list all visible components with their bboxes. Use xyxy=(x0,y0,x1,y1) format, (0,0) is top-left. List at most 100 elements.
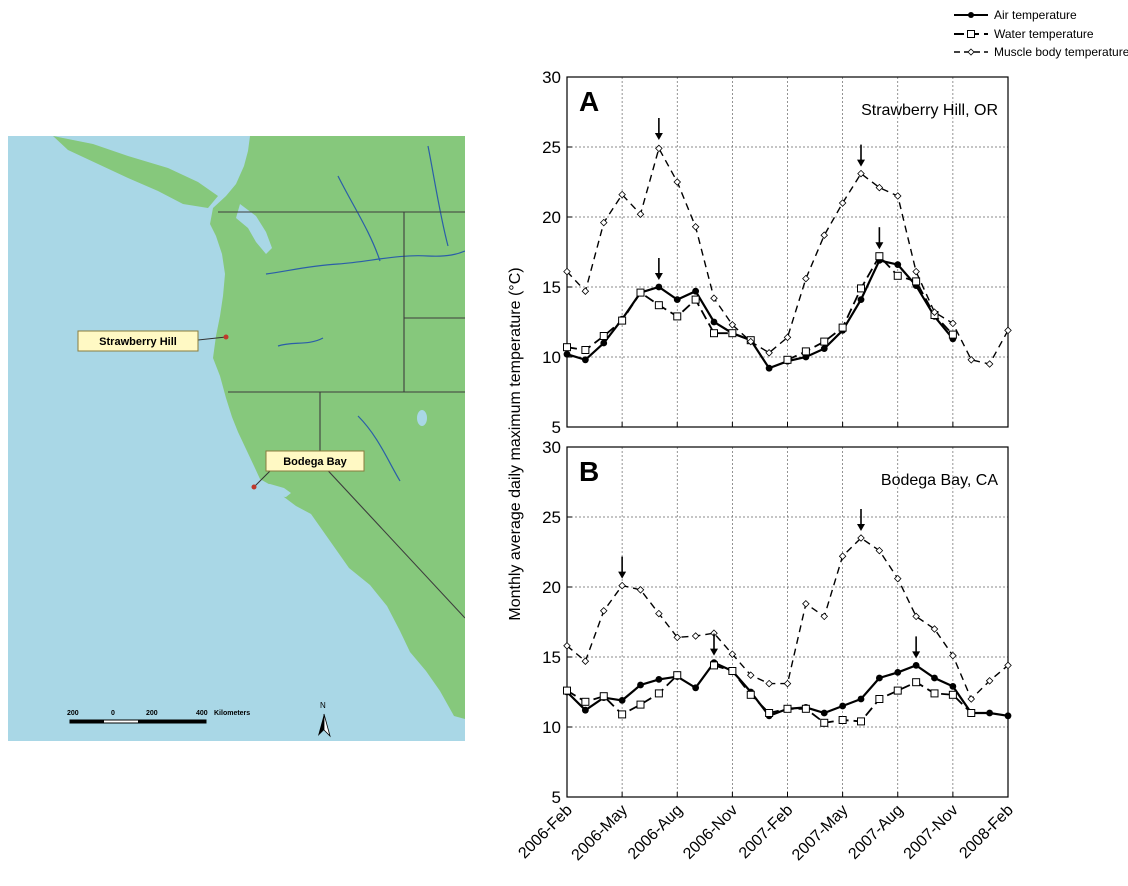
data-point xyxy=(765,679,773,688)
data-point xyxy=(618,316,627,325)
data-point xyxy=(802,600,810,608)
x-tick-label: 2007-May xyxy=(789,802,851,864)
legend: Air temperature Water temperature Muscle… xyxy=(954,8,1128,59)
data-point xyxy=(691,632,700,640)
panel-site-title: Bodega Bay, CA xyxy=(881,472,998,489)
data-point xyxy=(765,709,774,717)
data-point xyxy=(857,284,865,293)
data-point xyxy=(563,686,571,695)
data-point xyxy=(599,607,608,615)
data-point xyxy=(691,223,700,231)
y-tick-label: 25 xyxy=(542,138,561,157)
data-point xyxy=(599,332,608,340)
data-point xyxy=(912,267,920,276)
data-point xyxy=(637,681,644,689)
y-tick-label: 25 xyxy=(542,508,561,527)
data-point xyxy=(838,552,847,560)
data-point xyxy=(692,287,700,295)
data-point xyxy=(820,612,829,621)
data-point xyxy=(636,586,645,594)
data-point xyxy=(875,695,884,703)
data-point xyxy=(581,287,590,295)
data-point xyxy=(783,355,792,364)
scale-unit: Kilometers xyxy=(214,710,250,717)
data-point xyxy=(655,144,663,153)
data-point xyxy=(985,677,994,685)
data-point xyxy=(691,295,700,304)
peak-arrowhead xyxy=(912,651,921,659)
data-point xyxy=(949,683,957,690)
panel-a: 5 10 15 20 25 30 A Strawberry Hill, OR xyxy=(542,68,1012,437)
y-tick-label: 5 xyxy=(552,788,561,807)
data-point xyxy=(857,296,865,303)
data-point xyxy=(948,330,957,339)
series-water xyxy=(563,661,976,727)
data-point xyxy=(820,231,829,239)
peak-arrowhead xyxy=(654,273,663,280)
data-point xyxy=(673,296,681,303)
data-point xyxy=(673,671,682,680)
data-point xyxy=(654,301,663,310)
data-point xyxy=(838,199,847,207)
x-tick-label: 2006-May xyxy=(569,802,631,864)
peak-arrowhead xyxy=(857,524,865,531)
y-tick-label: 10 xyxy=(542,348,561,367)
data-point xyxy=(746,337,755,346)
data-point xyxy=(820,345,828,352)
data-point xyxy=(581,706,589,714)
data-point xyxy=(636,700,645,709)
data-point xyxy=(838,323,847,332)
data-point xyxy=(838,716,847,724)
peak-arrowhead xyxy=(654,133,663,140)
data-point xyxy=(857,534,865,542)
data-point xyxy=(710,661,718,670)
plot-area xyxy=(567,77,1008,427)
data-point xyxy=(930,625,939,633)
map-label-site-b: Bodega Bay xyxy=(283,456,347,468)
legend-swatch-air xyxy=(954,12,988,18)
legend-label-muscle: Muscle body temperature xyxy=(994,45,1128,59)
data-point xyxy=(1004,326,1012,335)
data-point xyxy=(912,277,921,286)
data-point xyxy=(985,360,994,368)
data-point xyxy=(618,710,627,719)
data-point xyxy=(967,709,976,717)
x-tick-label: 2006-Aug xyxy=(625,802,686,863)
y-tick-label: 15 xyxy=(542,278,561,297)
map-land xyxy=(210,136,465,719)
data-point xyxy=(912,662,920,669)
map-site-a-marker xyxy=(223,334,229,340)
x-tick-label: 2007-Feb xyxy=(736,802,797,863)
data-point xyxy=(893,686,902,695)
data-point xyxy=(912,612,920,621)
plot-area xyxy=(567,447,1008,797)
panel-site-title: Strawberry Hill, OR xyxy=(861,102,998,119)
data-point xyxy=(893,574,902,583)
data-point xyxy=(765,349,773,357)
data-point xyxy=(563,350,571,358)
map-leader-site-b xyxy=(253,470,271,488)
x-axis-ticks: 2006-Feb2006-May2006-Aug2006-Nov2007-Feb… xyxy=(515,802,1017,864)
scale-tick-4: 400 xyxy=(196,710,208,717)
data-point xyxy=(893,192,902,200)
map-sound xyxy=(236,204,272,254)
data-point xyxy=(618,697,626,704)
north-label: N xyxy=(320,701,326,710)
west-coast-map: Strawberry Hill Bodega Bay 200 0 200 400… xyxy=(8,136,465,741)
y-tick-label: 30 xyxy=(542,438,561,457)
data-point xyxy=(655,283,663,291)
data-point xyxy=(746,690,755,699)
series-water xyxy=(563,252,957,364)
data-point xyxy=(893,271,902,280)
data-point xyxy=(912,678,921,687)
data-point xyxy=(654,689,663,698)
x-tick-label: 2006-Feb xyxy=(515,802,576,863)
x-tick-label: 2008-Feb xyxy=(956,802,1017,863)
legend-label-water: Water temperature xyxy=(994,27,1094,41)
data-point xyxy=(636,210,645,218)
map-label-box-site-a xyxy=(77,330,199,352)
legend-swatch-water xyxy=(954,30,988,38)
data-point xyxy=(930,689,939,698)
scale-tick-3: 200 xyxy=(146,710,158,717)
data-point xyxy=(783,679,792,688)
